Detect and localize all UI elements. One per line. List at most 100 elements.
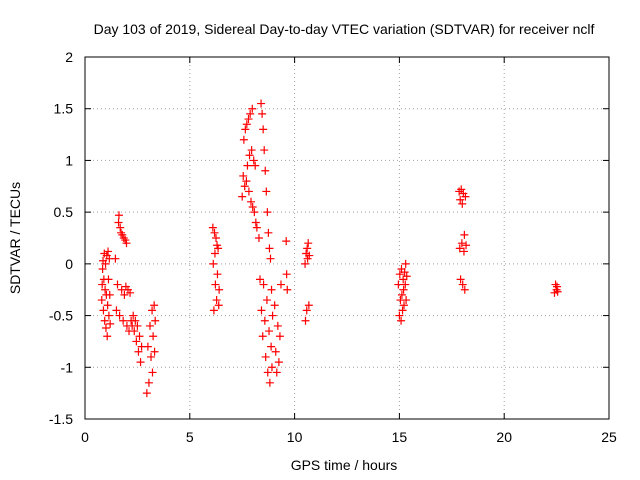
y-tick-label: -0.5 [49, 308, 73, 324]
data-point-marker [460, 285, 469, 294]
data-point-marker [106, 319, 115, 328]
data-point-marker [143, 342, 152, 351]
data-point-marker [258, 109, 267, 118]
data-point-marker [282, 270, 291, 279]
data-point-marker [115, 311, 124, 320]
data-point-marker [145, 321, 154, 330]
data-point-marker [104, 311, 113, 320]
data-point-marker [254, 234, 263, 242]
data-point-marker [458, 280, 467, 289]
data-point-marker [457, 185, 466, 194]
data-point-marker [132, 337, 141, 346]
data-point-marker [251, 161, 260, 170]
data-point-marker [261, 352, 270, 361]
data-point-marker [265, 378, 274, 387]
data-point-marker [257, 306, 266, 315]
data-point-marker [103, 301, 112, 310]
data-point-marker [213, 270, 222, 279]
data-point-marker [212, 296, 221, 305]
data-point-marker [97, 296, 106, 305]
x-tick-label: 5 [186, 429, 194, 445]
y-tick-label: 0.5 [54, 204, 74, 220]
data-point-marker [400, 268, 409, 277]
y-axis-label: SDTVAR / TECUs [7, 182, 23, 294]
data-point-marker [122, 239, 131, 248]
x-tick-label: 0 [81, 429, 89, 445]
data-point-marker [252, 223, 261, 232]
data-point-marker [256, 275, 265, 284]
data-point-marker [244, 187, 253, 196]
data-point-marker [248, 202, 257, 211]
data-point-marker [248, 104, 257, 113]
data-point-marker [240, 182, 249, 191]
data-point-marker [242, 120, 251, 129]
data-point-marker [461, 192, 470, 201]
data-point-marker [148, 368, 157, 377]
data-point-marker [113, 280, 122, 289]
data-point-marker [263, 368, 272, 377]
data-point-marker [238, 192, 247, 201]
data-point-marker [101, 323, 110, 332]
data-point-marker [242, 177, 251, 186]
chart-title: Day 103 of 2019, Sidereal Day-to-day VTE… [94, 21, 595, 37]
data-point-marker [263, 208, 272, 217]
data-point-marker [260, 316, 269, 325]
data-point-marker [133, 321, 142, 330]
data-point-marker [303, 244, 312, 253]
data-point-marker [214, 244, 223, 253]
data-point-marker [458, 199, 467, 208]
data-point-marker [262, 187, 271, 196]
data-point-marker [214, 301, 223, 310]
data-point-marker [243, 161, 252, 170]
data-point-marker [241, 125, 250, 134]
data-point-marker [208, 223, 217, 232]
data-point-marker [398, 306, 407, 315]
data-point-marker [553, 282, 562, 291]
data-point-marker [149, 332, 158, 341]
y-tick-label: -1.5 [49, 411, 73, 427]
data-point-marker [397, 290, 406, 299]
data-point-marker [455, 244, 464, 253]
data-point-marker [260, 146, 269, 155]
data-point-marker [305, 251, 314, 260]
data-point-marker [99, 306, 108, 315]
data-point-marker [116, 223, 125, 232]
data-point-marker [257, 99, 266, 108]
data-point-marker [119, 316, 128, 325]
data-point-marker [209, 259, 218, 268]
data-point-marker [98, 265, 107, 274]
data-point-marker [151, 316, 160, 325]
data-point-marker [402, 272, 411, 281]
data-point-marker [276, 280, 285, 289]
x-tick-label: 10 [287, 429, 303, 445]
data-point-marker [274, 358, 283, 367]
data-point-marker [394, 280, 403, 289]
data-point-marker [273, 321, 282, 330]
data-point-marker [553, 287, 562, 296]
data-point-marker [265, 327, 274, 336]
data-point-marker [261, 166, 270, 175]
data-point-marker [126, 288, 135, 297]
y-tick-label: 0 [65, 256, 73, 272]
x-axis-label: GPS time / hours [291, 457, 398, 473]
data-point-marker [267, 285, 276, 294]
data-point-marker [259, 125, 268, 134]
data-point-marker [148, 306, 157, 315]
data-point-marker [129, 311, 138, 320]
data-point-marker [400, 301, 409, 310]
data-point-marker [245, 151, 254, 160]
data-point-marker [209, 306, 218, 315]
data-point-marker [271, 347, 280, 356]
data-point-marker [401, 280, 410, 289]
data-point-marker [246, 109, 255, 118]
data-point-marker [301, 316, 310, 325]
data-point-marker [302, 306, 311, 315]
y-tick-labels: -1.5 -1 -0.5 0 0.5 1 1.5 2 [49, 49, 73, 427]
y-tick-label: 1 [65, 152, 73, 168]
data-point-marker [402, 296, 411, 305]
data-point-marker [114, 218, 123, 227]
x-tick-labels: 0 5 10 15 20 25 [81, 429, 617, 445]
data-point-marker [264, 228, 273, 237]
data-point-marker [456, 275, 465, 284]
